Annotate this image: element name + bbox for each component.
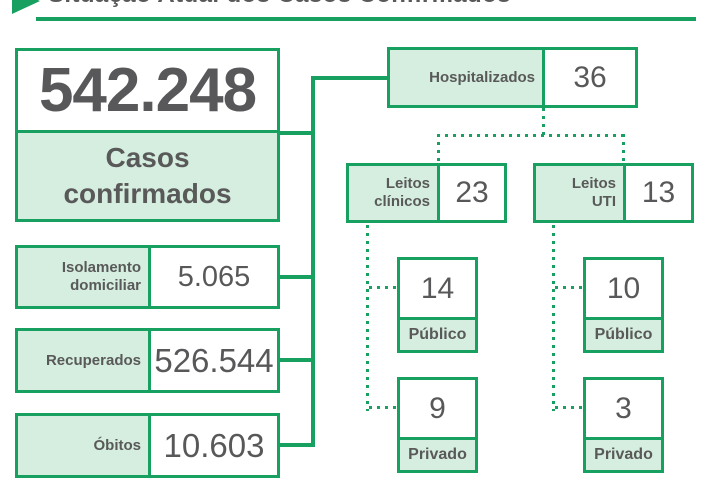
icu-public-label: Público	[586, 317, 661, 350]
dotted-icu-trunk	[552, 225, 555, 411]
clinical-beds-box: Leitos clínicos 23	[346, 163, 507, 223]
icu-private-label: Privado	[586, 437, 661, 470]
dotted-clinical-public	[369, 286, 397, 289]
recovered-label: Recuperados	[18, 331, 151, 390]
confirmed-cases-value: 542.248	[38, 56, 257, 125]
deaths-label: Óbitos	[18, 416, 151, 475]
confirmed-cases-label: Casos confirmados	[18, 130, 277, 219]
connector-recovered	[278, 358, 313, 362]
dotted-beds-branch	[437, 134, 625, 137]
clinical-private-label: Privado	[400, 437, 475, 470]
clinical-beds-value: 23	[440, 166, 504, 220]
deaths-box: Óbitos 10.603	[15, 413, 280, 478]
clinical-private-value: 9	[429, 391, 446, 425]
title-bullet-icon	[12, 0, 40, 14]
isolation-label: Isolamento domiciliar	[18, 248, 151, 306]
recovered-value: 526.544	[151, 331, 277, 390]
icu-public-box: 10 Público	[583, 257, 664, 353]
clinical-public-label: Público	[400, 317, 475, 350]
icu-beds-label: Leitos UTI	[536, 166, 626, 220]
dotted-icu-down	[622, 134, 625, 163]
dotted-clinical-private	[369, 406, 397, 409]
connector-hospitalized	[313, 76, 389, 80]
deaths-value: 10.603	[151, 416, 277, 475]
confirmed-cases-box: 542.248 Casos confirmados	[15, 48, 280, 222]
connector-trunk	[311, 76, 315, 447]
icu-beds-box: Leitos UTI 13	[533, 163, 694, 223]
clinical-beds-label: Leitos clínicos	[349, 166, 440, 220]
clinical-public-value: 14	[420, 271, 455, 305]
recovered-box: Recuperados 526.544	[15, 328, 280, 393]
icu-public-value: 10	[606, 271, 641, 305]
dotted-icu-public	[555, 286, 583, 289]
title-underline	[36, 17, 696, 21]
clinical-public-box: 14 Público	[397, 257, 478, 353]
page-title: Situação Atual dos Casos Confirmados	[48, 0, 511, 7]
isolation-box: Isolamento domiciliar 5.065	[15, 245, 280, 309]
hospitalized-value: 36	[545, 50, 635, 105]
connector-deaths	[278, 443, 313, 447]
icu-private-box: 3 Privado	[583, 377, 664, 473]
dotted-clinical-down	[437, 134, 440, 163]
icu-beds-value: 13	[626, 166, 691, 220]
dotted-clinical-trunk	[366, 225, 369, 411]
icu-private-value: 3	[615, 391, 632, 425]
hospitalized-box: Hospitalizados 36	[387, 47, 638, 108]
clinical-private-box: 9 Privado	[397, 377, 478, 473]
hospitalized-label: Hospitalizados	[390, 50, 545, 105]
dotted-icu-private	[555, 406, 583, 409]
dotted-hospitalized-down	[542, 108, 545, 136]
connector-summary	[278, 131, 313, 135]
connector-isolation	[278, 275, 313, 279]
isolation-value: 5.065	[151, 248, 277, 306]
